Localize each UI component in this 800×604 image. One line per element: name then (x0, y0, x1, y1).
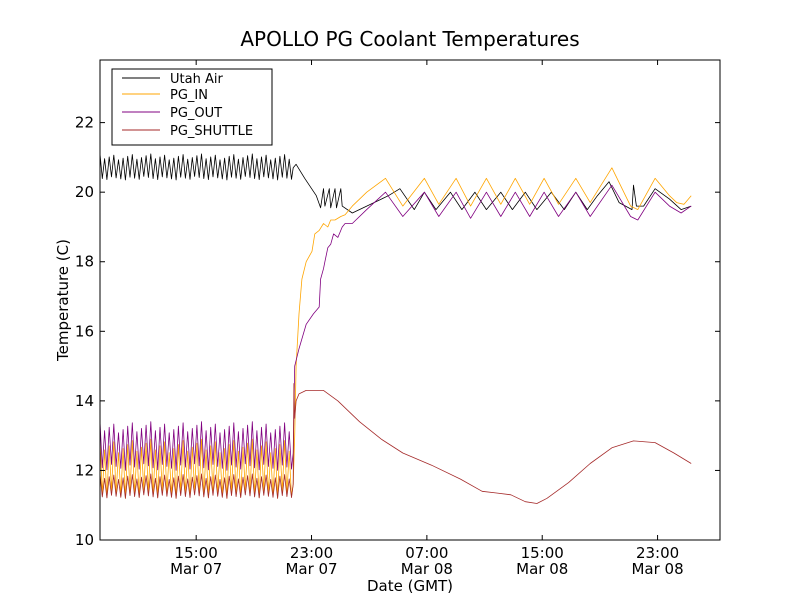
y-tick-label: 22 (75, 114, 94, 132)
x-tick-label-time: 23:00 (636, 544, 679, 562)
legend-box (111, 68, 273, 146)
x-tick-label-date: Mar 07 (285, 560, 337, 578)
y-tick-label: 14 (75, 392, 94, 410)
y-axis-ticks: 10 12 14 16 18 20 22 (75, 114, 720, 549)
x-tick-label-time: 23:00 (290, 544, 333, 562)
x-tick-label-time: 07:00 (405, 544, 448, 562)
plot-area-frame (99, 59, 721, 541)
y-axis-label: Temperature (C) (54, 239, 72, 362)
y-tick-label: 20 (75, 183, 94, 201)
legend-label-pg-in: PG_IN (170, 88, 208, 103)
y-tick-label: 12 (75, 461, 94, 479)
series-line-utah-air (99, 153, 692, 214)
legend-label-utah-air: Utah Air (170, 72, 223, 87)
x-axis-label: Date (GMT) (367, 577, 453, 595)
series-line-pg-shuttle (99, 383, 692, 504)
x-tick-label-date: Mar 08 (401, 560, 453, 578)
series-line-pg-out (99, 184, 692, 471)
y-tick-label: 10 (75, 531, 94, 549)
legend-label-pg-out: PG_OUT (170, 106, 222, 121)
y-tick-label: 18 (75, 253, 94, 271)
series-lines (99, 153, 692, 504)
x-tick-label-date: Mar 07 (170, 560, 222, 578)
legend-label-pg-shuttle: PG_SHUTTLE (170, 124, 253, 139)
y-tick-label: 16 (75, 322, 94, 340)
legend: Utah Air PG_IN PG_OUT PG_SHUTTLE (111, 68, 273, 146)
x-tick-label-date: Mar 08 (631, 560, 683, 578)
x-tick-label-time: 15:00 (521, 544, 564, 562)
chart-title: APOLLO PG Coolant Temperatures (240, 27, 579, 51)
x-tick-label-date: Mar 08 (516, 560, 568, 578)
x-tick-label-time: 15:00 (175, 544, 218, 562)
